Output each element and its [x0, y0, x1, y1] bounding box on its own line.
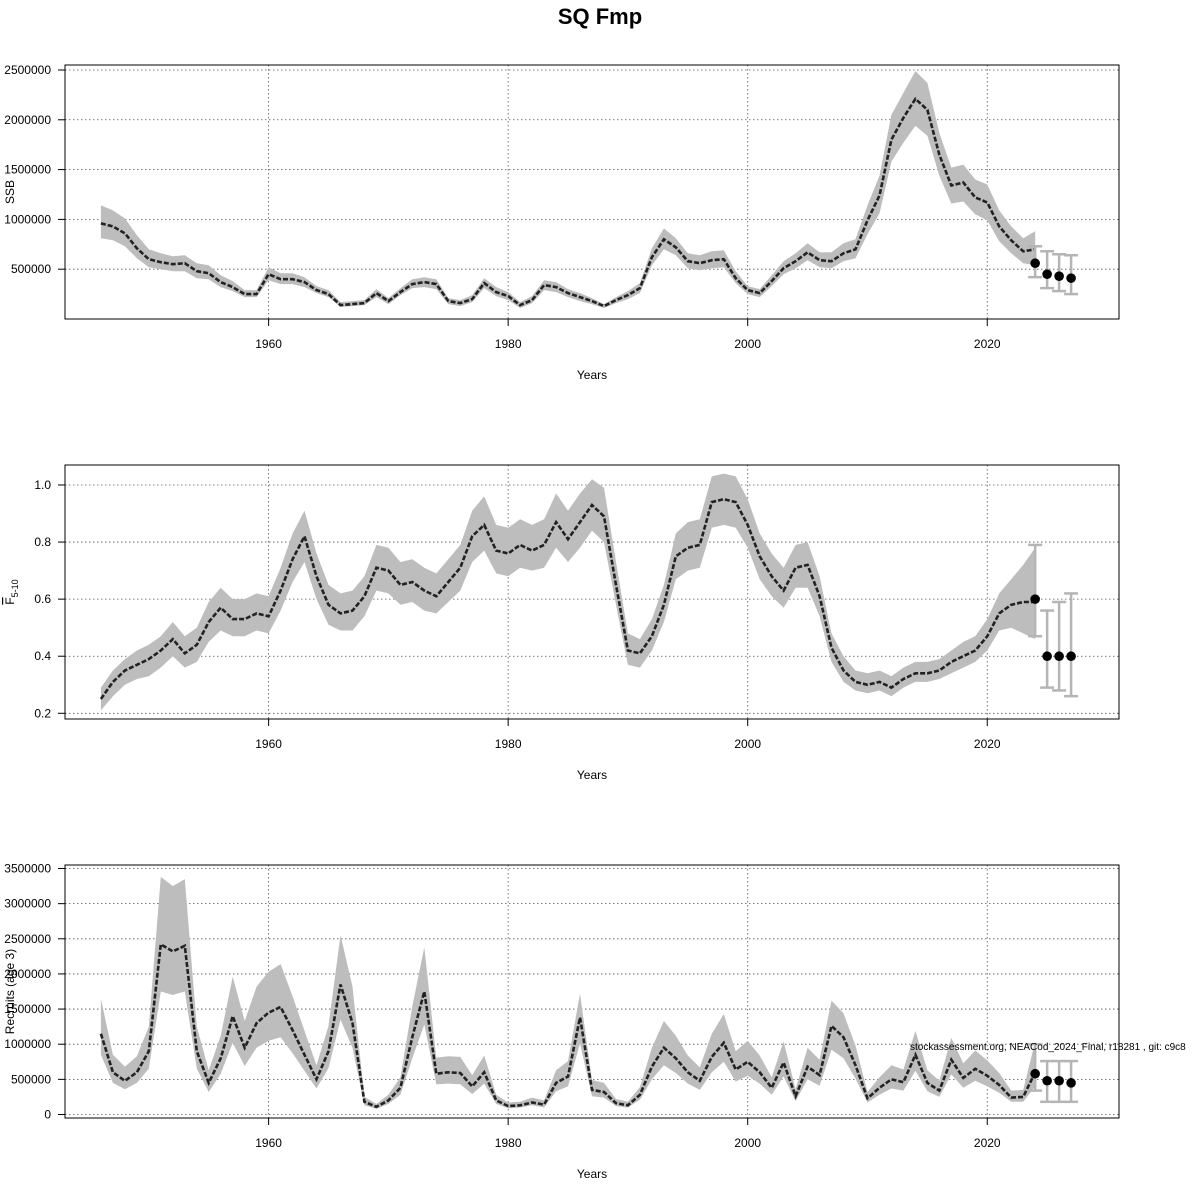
panel-ssb: 1960 1980 2000 2020 500000 1000000 1500000 2000…	[3, 63, 1120, 382]
fbar-xtick-label-2000: 2000	[734, 737, 761, 751]
ssb-x-axis-label: Years	[577, 368, 607, 382]
fbar-ytick-label-0.2: 0.2	[34, 706, 51, 720]
fbar-estimate-line	[99, 497, 1036, 700]
recruits-forecast-point-2027	[1066, 1078, 1076, 1088]
recruits-y-axis-label: Recruits (age 3)	[3, 949, 17, 1034]
ssb-ytick-label-2500000: 2500000	[4, 63, 51, 77]
recruits-ytick-label-2500000: 2500000	[4, 932, 51, 946]
panel-fbar: 1960 1980 2000 2020 0.2 0.4 0.6 0.8 1.0 Years F5-1…	[3, 464, 1120, 782]
ssb-estimate-line	[100, 96, 1036, 308]
ssb-xtick-label-1980: 1980	[495, 337, 522, 351]
fbar-x-axis-label: Years	[577, 768, 607, 782]
footnote: stockassessment.org, NEACod_2024_Final, …	[910, 1042, 1186, 1053]
fbar-xtick-label-1980: 1980	[495, 737, 522, 751]
recruits-plot-frame	[64, 864, 1120, 1119]
recruits-forecast-point-2024	[1030, 1068, 1040, 1079]
fbar-forecast-point-2025	[1042, 651, 1052, 662]
fbar-y-axis-label: F5-10	[3, 579, 20, 604]
recruits-confidence-band	[100, 876, 1036, 1109]
recruits-ytick-label-1500000: 1500000	[4, 1002, 51, 1016]
ssb-forecast-point-2025	[1042, 269, 1052, 279]
ssb-ytick-label-2000000: 2000000	[4, 113, 51, 127]
fbar-forecast-interval-2026	[1052, 600, 1067, 692]
fbar-xtick-label-1960: 1960	[255, 737, 282, 751]
fbar-ytick-label-0.6: 0.6	[34, 592, 51, 606]
recruits-ytick-label-500000: 500000	[11, 1072, 51, 1086]
recruits-ytick-label-0: 0	[44, 1107, 51, 1121]
recruits-ytick-label-2000000: 2000000	[4, 967, 51, 981]
recruits-forecast-interval-2024	[1028, 1042, 1043, 1092]
recruits-forecast-point-2026	[1054, 1075, 1064, 1086]
fbar-ytick-label-1.0: 1.0	[34, 478, 51, 492]
fbar-forecast-interval-2027	[1064, 592, 1079, 698]
fbar-forecast-point-2026	[1054, 651, 1064, 662]
ssb-forecast-point-2027	[1066, 273, 1076, 283]
ssb-plot-frame	[64, 64, 1120, 320]
recruits-ytick-label-3000000: 3000000	[4, 897, 51, 911]
recruits-estimate-line	[99, 942, 1037, 1109]
ssb-confidence-band	[100, 71, 1036, 308]
ssb-ytick-label-500000: 500000	[11, 262, 51, 276]
fbar-forecast-interval-2024	[1028, 543, 1043, 638]
recruits-x-axis-label: Years	[577, 1167, 607, 1181]
recruits-xtick-label-2020: 2020	[974, 1136, 1001, 1150]
ssb-xtick-label-1960: 1960	[255, 337, 282, 351]
ssb-xtick-label-2000: 2000	[734, 337, 761, 351]
ssb-ytick-label-1000000: 1000000	[4, 212, 51, 226]
recruits-xtick-label-1980: 1980	[495, 1136, 522, 1150]
recruits-xtick-label-2000: 2000	[734, 1136, 761, 1150]
ssb-ytick-label-1500000: 1500000	[4, 163, 51, 177]
recruits-xtick-label-1960: 1960	[255, 1136, 282, 1150]
fbar-xtick-label-2020: 2020	[974, 737, 1001, 751]
ssb-xtick-label-2020: 2020	[974, 337, 1001, 351]
fbar-confidence-band	[100, 473, 1036, 711]
recruits-forecast-point-2025	[1042, 1075, 1052, 1086]
ssb-y-axis-label: SSB	[3, 180, 17, 204]
ssb-forecast-point-2026	[1054, 271, 1064, 281]
figure-title: SQ Fmp	[558, 4, 642, 29]
recruits-ytick-label-3500000: 3500000	[4, 862, 51, 876]
panel-recruits: 1960 1980 2000 2020 0 500000 1000000 1500000 200…	[3, 862, 1120, 1181]
fbar-forecast-point-2024	[1030, 594, 1040, 604]
fbar-plot-frame	[64, 464, 1120, 720]
fbar-forecast-interval-2025	[1040, 609, 1055, 689]
fbar-ytick-label-0.4: 0.4	[34, 649, 51, 663]
fbar-ytick-label-0.8: 0.8	[34, 535, 51, 549]
fbar-forecast-point-2027	[1066, 651, 1076, 662]
recruits-ytick-label-1000000: 1000000	[4, 1037, 51, 1051]
ssb-forecast-point-2024	[1030, 258, 1040, 269]
